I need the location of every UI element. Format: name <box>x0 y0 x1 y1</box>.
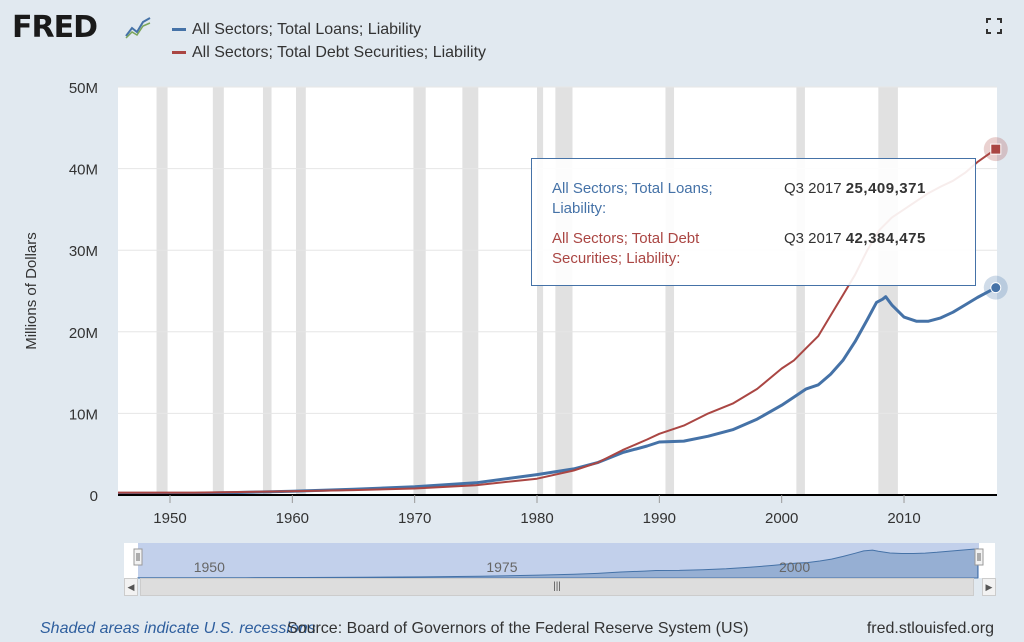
navigator-handle-left[interactable] <box>133 548 143 566</box>
x-tick-label: 1980 <box>520 510 553 527</box>
last-point-marker-debt-securities <box>990 143 1002 155</box>
x-tick-label: 1950 <box>153 510 186 527</box>
y-tick-label: 50M <box>69 80 98 97</box>
recession-band <box>296 87 306 495</box>
x-tick-label: 1990 <box>643 510 676 527</box>
x-tick-label: 1960 <box>276 510 309 527</box>
tooltip-value-loans: Q3 2017 25,409,371 <box>784 179 926 199</box>
scrollbar-thumb[interactable]: ||| <box>140 578 974 596</box>
legend-label-loans: All Sectors; Total Loans; Liability <box>192 20 422 38</box>
y-tick-label: 20M <box>69 325 98 342</box>
recession-band <box>665 87 675 495</box>
recession-band <box>537 87 544 495</box>
recession-band <box>413 87 426 495</box>
recession-band <box>796 87 805 495</box>
y-tick-label: 40M <box>69 162 98 179</box>
trend-line-icon <box>124 14 152 40</box>
navigator-selection <box>138 543 979 578</box>
y-axis-title: Millions of Dollars <box>23 232 40 350</box>
legend-item-loans[interactable]: All Sectors; Total Loans; Liability <box>172 18 486 41</box>
fred-logo[interactable]: FRED <box>12 10 98 45</box>
fullscreen-icon[interactable] <box>986 18 1002 34</box>
y-tick-label: 0 <box>90 488 98 505</box>
tooltip: All Sectors; Total Loans; Liability: Q3 … <box>531 158 976 286</box>
recession-band <box>878 87 898 495</box>
chart-legend: All Sectors; Total Loans; Liability All … <box>172 18 486 64</box>
x-tick-label: 1970 <box>398 510 431 527</box>
navigator-year-label: 1975 <box>486 559 517 575</box>
x-tick-label: 2010 <box>887 510 920 527</box>
tooltip-number-debt-securities: 42,384,475 <box>845 230 926 247</box>
legend-item-debt-securities[interactable]: All Sectors; Total Debt Securities; Liab… <box>172 41 486 64</box>
navigator-series-area <box>137 548 979 579</box>
series-line-loans <box>118 286 997 495</box>
last-point-marker-loans <box>990 282 1002 294</box>
tooltip-series-name-loans: All Sectors; Total Loans; Liability: <box>552 180 713 217</box>
y-tick-label: 30M <box>69 243 98 260</box>
tooltip-series-name-debt-securities: All Sectors; Total Debt Securities; Liab… <box>552 230 700 267</box>
legend-swatch-loans <box>172 28 186 31</box>
scroll-right-button[interactable]: ▶ <box>982 578 996 596</box>
navigator-year-label: 1950 <box>194 559 225 575</box>
recession-band <box>462 87 479 495</box>
recession-band <box>262 87 272 495</box>
x-tick-label: 2000 <box>765 510 798 527</box>
site-url[interactable]: fred.stlouisfed.org <box>866 620 994 637</box>
navigator-year-label: 2000 <box>779 559 810 575</box>
y-tick-label: 10M <box>69 406 98 423</box>
legend-swatch-debt-securities <box>172 51 186 54</box>
source-text: Source: Board of Governors of the Federa… <box>287 620 749 637</box>
navigator-handle-right[interactable] <box>974 548 984 566</box>
tooltip-date-debt-securities: Q3 2017 <box>784 230 842 247</box>
tooltip-number-loans: 25,409,371 <box>845 180 926 197</box>
legend-label-debt-securities: All Sectors; Total Debt Securities; Liab… <box>192 43 487 61</box>
recession-note[interactable]: Shaded areas indicate U.S. recessions <box>40 620 316 637</box>
recession-band <box>555 87 573 495</box>
recession-band <box>156 87 168 495</box>
tooltip-date-loans: Q3 2017 <box>784 180 842 197</box>
tooltip-value-debt-securities: Q3 2017 42,384,475 <box>784 229 926 249</box>
recession-band <box>212 87 224 495</box>
scroll-left-button[interactable]: ◀ <box>124 578 138 596</box>
